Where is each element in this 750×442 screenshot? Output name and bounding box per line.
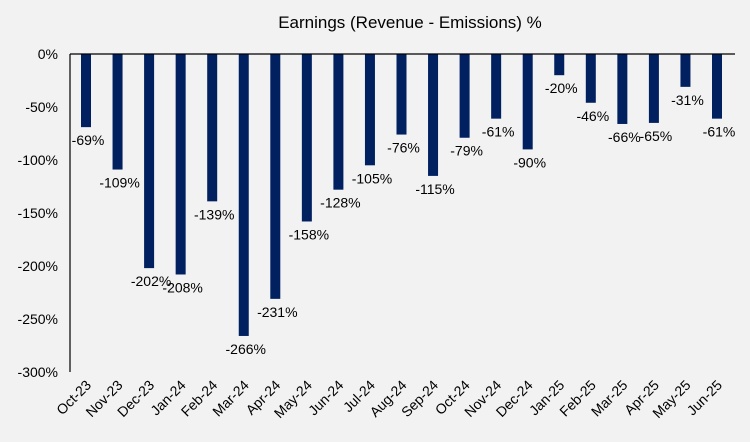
y-tick-label: 0% (38, 46, 58, 62)
bar (81, 54, 91, 128)
bar (491, 54, 502, 119)
x-tick-label: Mar-25 (588, 377, 631, 420)
bar (522, 54, 533, 150)
bar (301, 54, 312, 222)
x-tick-label: Jun-24 (305, 377, 347, 419)
data-label: -20% (545, 80, 578, 96)
bar (554, 54, 565, 76)
y-tick-label: -200% (18, 258, 58, 274)
bar (712, 54, 722, 119)
data-label: -128% (320, 195, 360, 211)
y-tick-label: -150% (18, 205, 58, 221)
x-tick-label: Mar-24 (209, 377, 252, 420)
data-label: -109% (99, 175, 139, 191)
data-label: -65% (640, 128, 673, 144)
bar (112, 54, 123, 170)
bar (207, 54, 218, 202)
y-tick-label: -100% (18, 152, 58, 168)
bar (175, 54, 186, 275)
bar (428, 54, 439, 176)
bar (459, 54, 470, 138)
data-label: -46% (576, 108, 609, 124)
data-label: -66% (608, 129, 641, 145)
x-tick-label: Jun-25 (684, 377, 726, 419)
bar (648, 54, 659, 123)
data-label: -61% (482, 124, 515, 140)
y-tick-label: -300% (18, 364, 58, 380)
chart-title: Earnings (Revenue - Emissions) % (278, 13, 542, 32)
data-label: -61% (703, 124, 736, 140)
bar (680, 54, 691, 87)
data-label: -231% (257, 304, 297, 320)
data-label: -69% (72, 132, 105, 148)
data-label: -115% (415, 181, 454, 197)
data-label: -208% (162, 279, 202, 295)
data-label: -79% (450, 143, 483, 159)
bar (333, 54, 344, 190)
data-label: -105% (352, 170, 392, 186)
data-label: -76% (387, 140, 420, 156)
bar (364, 54, 375, 166)
bar (617, 54, 628, 124)
bar (585, 54, 596, 103)
data-label: -31% (671, 92, 704, 108)
y-tick-label: -50% (25, 99, 58, 115)
data-label: -202% (131, 273, 171, 289)
data-label: -139% (194, 206, 234, 222)
data-label: -90% (513, 154, 546, 170)
bar (270, 54, 281, 299)
data-label: -266% (226, 341, 266, 357)
y-tick-label: -250% (18, 311, 58, 327)
bar (396, 54, 407, 135)
data-label: -158% (289, 226, 329, 242)
bar (144, 54, 155, 269)
bar (238, 54, 249, 336)
